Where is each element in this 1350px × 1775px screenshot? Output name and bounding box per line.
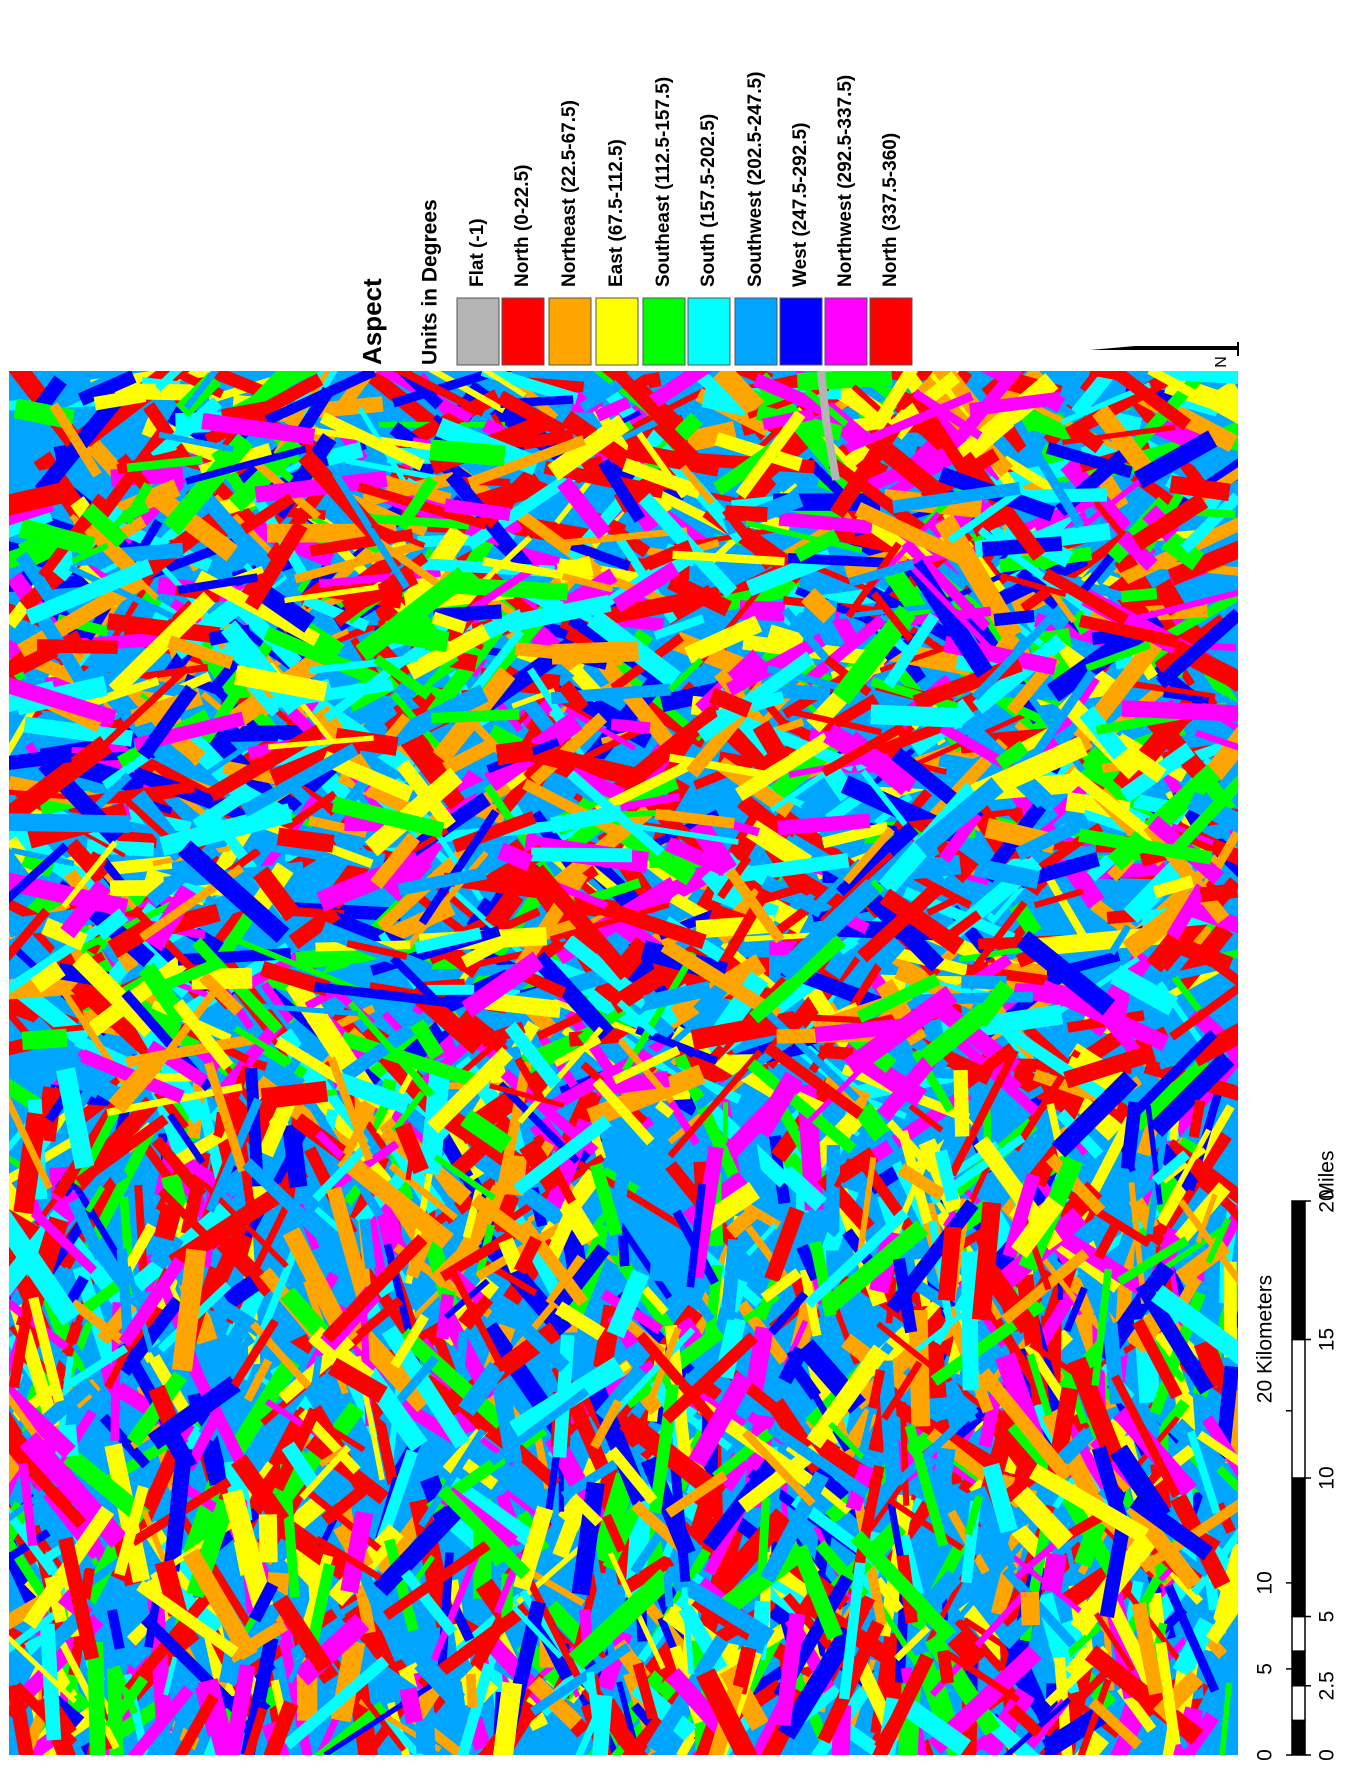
north-arrow-head bbox=[1090, 346, 1238, 350]
miles-label: 0 bbox=[1316, 1749, 1339, 1761]
scale-segment bbox=[1292, 1478, 1305, 1617]
legend-swatch bbox=[735, 298, 777, 365]
aspect-cell bbox=[22, 1029, 68, 1051]
legend-label: North (337.5-360) bbox=[880, 133, 901, 287]
aspect-cell bbox=[953, 1070, 969, 1137]
scale-segment bbox=[1292, 1201, 1305, 1340]
aspect-cell bbox=[725, 505, 767, 522]
legend: Aspect Units in Degrees Flat (-1) North (0-… bbox=[357, 72, 912, 365]
legend-label: Northeast (22.5-67.5) bbox=[559, 100, 580, 287]
legend-swatch bbox=[502, 298, 544, 365]
legend-swatch bbox=[780, 298, 822, 365]
aspect-cell bbox=[259, 1514, 278, 1562]
km-unit: 20 Kilometers bbox=[1254, 1275, 1277, 1403]
legend-swatch bbox=[870, 298, 912, 365]
legend-label: North (0-22.5) bbox=[512, 165, 533, 287]
km-label: 0 bbox=[1254, 1749, 1277, 1761]
km-label: 10 bbox=[1254, 1571, 1277, 1594]
scale-segment bbox=[1292, 1340, 1305, 1479]
legend-title: Aspect bbox=[357, 278, 387, 365]
miles-label: 5 bbox=[1316, 1611, 1339, 1623]
aspect-cell bbox=[551, 641, 638, 665]
aspect-cell bbox=[531, 847, 632, 862]
aspect-cell bbox=[784, 684, 831, 701]
scale-segment bbox=[1292, 1651, 1305, 1686]
north-arrow: N bbox=[1090, 342, 1238, 368]
legend-swatch bbox=[457, 298, 499, 365]
legend-subtitle: Units in Degrees bbox=[419, 199, 442, 365]
km-label: 5 bbox=[1254, 1663, 1277, 1675]
north-label: N bbox=[1213, 356, 1230, 368]
map-page: Aspect Units in Degrees Flat (-1) North (0-… bbox=[0, 0, 1350, 1775]
miles-label: 15 bbox=[1316, 1328, 1339, 1351]
legend-swatch bbox=[549, 298, 591, 365]
miles-unit: Miles bbox=[1316, 1150, 1339, 1199]
aspect-cell bbox=[961, 1251, 979, 1390]
scale-bar: 02.55101520Miles051020 Kilometers bbox=[1254, 1150, 1339, 1760]
legend-swatch bbox=[643, 298, 685, 365]
miles-label: 2.5 bbox=[1316, 1671, 1339, 1700]
legend-swatch bbox=[596, 298, 638, 365]
legend-label: Northwest (292.5-337.5) bbox=[835, 75, 856, 287]
legend-label: Flat (-1) bbox=[467, 218, 488, 287]
scale-segment bbox=[1292, 1720, 1305, 1755]
legend-label: South (157.5-202.5) bbox=[698, 114, 719, 287]
legend-label: Southwest (202.5-247.5) bbox=[745, 72, 766, 287]
legend-label: West (247.5-292.5) bbox=[790, 123, 811, 287]
scale-segment bbox=[1292, 1617, 1305, 1652]
legend-label: Southeast (112.5-157.5) bbox=[653, 77, 674, 287]
aspect-cell bbox=[649, 1225, 672, 1282]
aspect-cell bbox=[466, 1674, 477, 1708]
aspect-cell bbox=[87, 1642, 106, 1763]
legend-label: East (67.5-112.5) bbox=[606, 139, 627, 287]
aspect-cell bbox=[870, 705, 963, 728]
legend-swatch bbox=[825, 298, 867, 365]
scale-segment bbox=[1292, 1686, 1305, 1721]
aspect-cell bbox=[1021, 1592, 1040, 1625]
aspect-cell bbox=[826, 1145, 840, 1232]
miles-label: 10 bbox=[1316, 1466, 1339, 1489]
aspect-cell bbox=[618, 1235, 630, 1266]
legend-swatch bbox=[688, 298, 730, 365]
aspect-cell bbox=[2, 813, 130, 833]
